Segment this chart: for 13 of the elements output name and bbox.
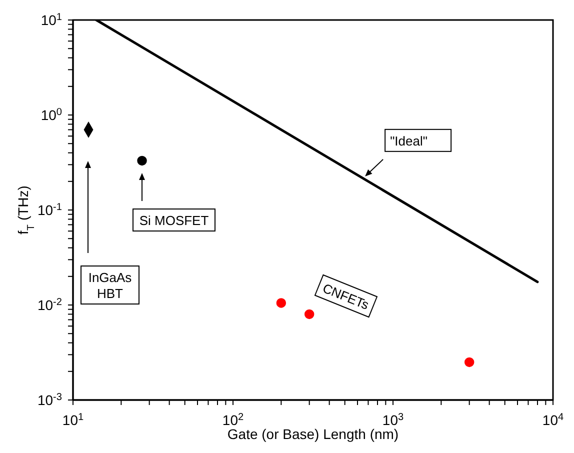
- y-tick-label: 10$^{0}$: [40, 106, 62, 123]
- x-tick-label: 10$^{2}$: [222, 412, 244, 428]
- y-tick-label: 10$^{-3}$: [37, 392, 62, 408]
- annotation: "Ideal": [390, 133, 428, 148]
- y-tick-label: 10$^{-2}$: [37, 296, 62, 313]
- y-tick-label: 10$^{1}$: [40, 12, 62, 28]
- annotation: Si MOSFET: [139, 213, 209, 228]
- x-tick-label: 10$^{4}$: [542, 412, 564, 428]
- y-tick-label: 10$^{-1}$: [37, 202, 62, 218]
- x-axis-title: Gate (or Base) Length (nm): [227, 426, 399, 442]
- x-tick-label: 10$^{1}$: [62, 412, 84, 428]
- x-tick-label: 10$^{3}$: [382, 412, 404, 428]
- annotation: InGaAs HBT: [88, 270, 132, 301]
